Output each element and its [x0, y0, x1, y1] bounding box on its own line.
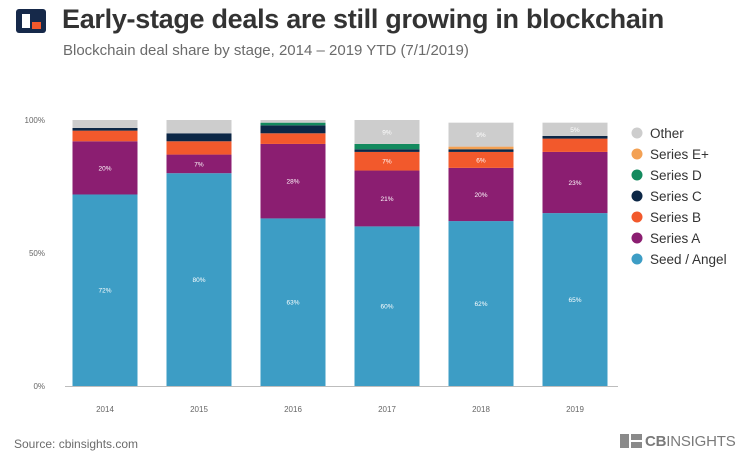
bar-segment [166, 120, 232, 134]
bar-segment [542, 135, 608, 139]
data-label: 7% [194, 161, 204, 168]
cb-mark-icon [620, 434, 642, 448]
bar-segment [354, 143, 420, 150]
brand-logo: CBINSIGHTS [620, 433, 736, 450]
legend-label: Series B [650, 210, 701, 225]
bar-segment [448, 151, 514, 168]
bar-segment [542, 122, 608, 136]
bar-segment [166, 173, 232, 386]
data-label: 72% [98, 288, 111, 295]
legend-swatch [631, 232, 643, 244]
x-tick-label: 2014 [96, 405, 114, 414]
data-label: 20% [474, 192, 487, 199]
bar-segment [72, 194, 138, 386]
bar-segment [542, 151, 608, 214]
x-tick-label: 2018 [472, 405, 490, 414]
data-label: 9% [476, 132, 486, 139]
x-tick-label: 2016 [284, 405, 302, 414]
data-label: 80% [192, 277, 205, 284]
bar-segment [448, 167, 514, 222]
legend-swatch [631, 253, 643, 265]
bar-segment [72, 141, 138, 195]
y-tick-label: 50% [29, 249, 45, 258]
data-label: 62% [474, 301, 487, 308]
legend-label: Series E+ [650, 147, 709, 162]
bar-segment [448, 146, 514, 150]
legend-swatch [631, 190, 643, 202]
x-tick-label: 2015 [190, 405, 208, 414]
legend-swatch [631, 148, 643, 160]
bar-segment [260, 122, 326, 126]
bar-segment [166, 141, 232, 155]
data-label: 7% [382, 159, 392, 166]
data-label: 63% [286, 300, 299, 307]
brand-bold-text: CB [645, 433, 667, 450]
data-label: 21% [380, 196, 393, 203]
y-tick-label: 100% [25, 116, 45, 125]
bar-segment [260, 143, 326, 219]
legend-label: Series C [650, 189, 702, 204]
legend-swatch [631, 169, 643, 181]
bar-segment [260, 133, 326, 144]
bar-segment [166, 154, 232, 174]
bar-segment [260, 120, 326, 123]
bar-segment [72, 120, 138, 128]
source-note: Source: cbinsights.com [14, 437, 139, 451]
bar-segment [72, 130, 138, 142]
data-label: 60% [380, 304, 393, 311]
bar-segment [448, 221, 514, 386]
legend-swatch [631, 127, 643, 139]
bar-segment [448, 149, 514, 152]
bar-segment [354, 151, 420, 171]
x-tick-label: 2017 [378, 405, 396, 414]
bar-segment [354, 120, 420, 144]
data-label: 5% [570, 127, 580, 134]
data-label: 23% [568, 180, 581, 187]
bar-segment [542, 138, 608, 152]
data-label: 6% [476, 157, 486, 164]
legend-label: Series A [650, 231, 700, 246]
data-label: 20% [98, 165, 111, 172]
cb-insights-logo-icon [16, 9, 46, 33]
data-label: 28% [286, 179, 299, 186]
bar-segment [542, 213, 608, 386]
chart-title: Early-stage deals are still growing in b… [62, 4, 664, 34]
data-label: 65% [568, 297, 581, 304]
legend-label: Seed / Angel [650, 252, 727, 267]
bar-segment [354, 170, 420, 227]
bar-segment [72, 127, 138, 131]
x-tick-label: 2019 [566, 405, 584, 414]
bar-segment [354, 149, 420, 152]
legend-label: Series D [650, 168, 702, 183]
data-label: 9% [382, 129, 392, 136]
bar-segment [260, 125, 326, 134]
chart-subtitle: Blockchain deal share by stage, 2014 – 2… [63, 42, 469, 59]
brand-light-text: INSIGHTS [666, 433, 736, 450]
legend-swatch [631, 211, 643, 223]
bar-segment [260, 218, 326, 386]
bar-segment [354, 226, 420, 386]
legend-label: Other [650, 126, 684, 141]
bar-segment [166, 133, 232, 142]
y-tick-label: 0% [33, 382, 45, 391]
bar-segment [448, 122, 514, 147]
